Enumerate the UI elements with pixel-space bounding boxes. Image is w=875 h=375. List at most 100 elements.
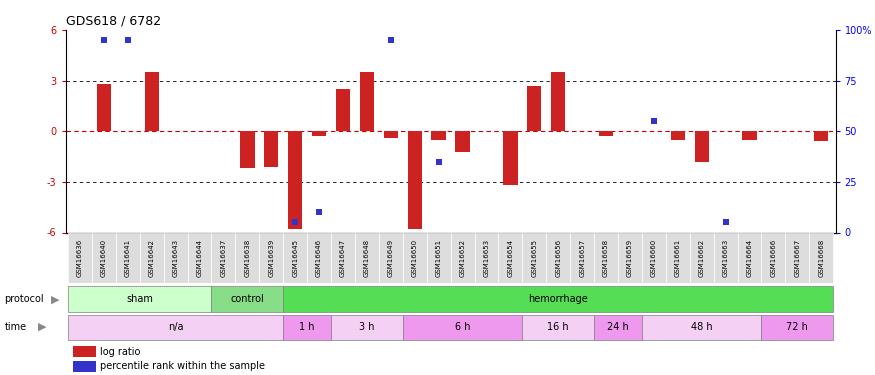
FancyBboxPatch shape (331, 315, 402, 340)
Text: GSM16639: GSM16639 (269, 239, 274, 277)
Bar (408, 131, 422, 229)
FancyBboxPatch shape (331, 232, 355, 283)
Text: GSM16638: GSM16638 (244, 239, 250, 277)
FancyBboxPatch shape (284, 286, 833, 312)
Text: GSM16646: GSM16646 (316, 239, 322, 277)
Bar (670, 131, 685, 140)
Bar (288, 131, 303, 229)
Bar (455, 131, 470, 152)
Text: GSM16662: GSM16662 (699, 239, 704, 277)
FancyBboxPatch shape (618, 232, 642, 283)
Bar (383, 131, 398, 138)
Text: percentile rank within the sample: percentile rank within the sample (101, 362, 265, 371)
FancyBboxPatch shape (666, 232, 690, 283)
Bar (74, 361, 96, 372)
Text: 72 h: 72 h (787, 322, 808, 332)
Text: protocol: protocol (4, 294, 44, 304)
FancyBboxPatch shape (594, 315, 642, 340)
Text: GSM16636: GSM16636 (77, 239, 83, 277)
Bar (598, 131, 613, 136)
Text: GSM16658: GSM16658 (603, 239, 609, 277)
Text: GSM16661: GSM16661 (675, 239, 681, 277)
Bar (97, 84, 111, 131)
FancyBboxPatch shape (642, 315, 761, 340)
FancyBboxPatch shape (761, 315, 833, 340)
Bar (74, 346, 96, 357)
Text: 16 h: 16 h (548, 322, 569, 332)
Text: GSM16637: GSM16637 (220, 239, 227, 277)
Text: 3 h: 3 h (359, 322, 374, 332)
FancyBboxPatch shape (284, 315, 331, 340)
FancyBboxPatch shape (427, 232, 451, 283)
FancyBboxPatch shape (402, 232, 427, 283)
FancyBboxPatch shape (259, 232, 284, 283)
FancyBboxPatch shape (284, 232, 307, 283)
FancyBboxPatch shape (522, 315, 594, 340)
FancyBboxPatch shape (786, 232, 809, 283)
Bar (264, 131, 278, 166)
Text: GSM16651: GSM16651 (436, 239, 442, 277)
Text: GSM16650: GSM16650 (412, 239, 417, 277)
FancyBboxPatch shape (68, 315, 284, 340)
Bar (695, 131, 709, 162)
FancyBboxPatch shape (212, 286, 284, 312)
Text: 48 h: 48 h (691, 322, 712, 332)
FancyBboxPatch shape (68, 232, 92, 283)
Text: GSM16660: GSM16660 (651, 239, 657, 277)
FancyBboxPatch shape (594, 232, 618, 283)
Text: GSM16657: GSM16657 (579, 239, 585, 277)
FancyBboxPatch shape (402, 315, 522, 340)
Text: GSM16641: GSM16641 (125, 239, 130, 277)
FancyBboxPatch shape (355, 232, 379, 283)
FancyBboxPatch shape (474, 232, 499, 283)
FancyBboxPatch shape (92, 232, 116, 283)
FancyBboxPatch shape (451, 232, 474, 283)
FancyBboxPatch shape (522, 232, 546, 283)
Text: GSM16664: GSM16664 (746, 239, 752, 277)
Text: 24 h: 24 h (607, 322, 629, 332)
Text: GSM16666: GSM16666 (771, 239, 776, 277)
FancyBboxPatch shape (187, 232, 212, 283)
Text: GSM16643: GSM16643 (172, 239, 178, 277)
Bar (431, 131, 446, 140)
Text: 6 h: 6 h (455, 322, 471, 332)
Text: time: time (4, 322, 26, 332)
Text: GSM16653: GSM16653 (484, 239, 489, 277)
FancyBboxPatch shape (570, 232, 594, 283)
Bar (241, 131, 255, 168)
FancyBboxPatch shape (499, 232, 522, 283)
Bar (312, 131, 326, 136)
FancyBboxPatch shape (809, 232, 833, 283)
FancyBboxPatch shape (546, 232, 570, 283)
Text: GSM16668: GSM16668 (818, 239, 824, 277)
Text: GSM16655: GSM16655 (531, 239, 537, 277)
Text: GSM16667: GSM16667 (794, 239, 801, 277)
Text: log ratio: log ratio (101, 347, 141, 357)
Bar (336, 89, 350, 131)
Text: hemorrhage: hemorrhage (528, 294, 588, 304)
Text: GSM16663: GSM16663 (723, 239, 729, 277)
FancyBboxPatch shape (379, 232, 402, 283)
Text: sham: sham (126, 294, 153, 304)
Text: ▶: ▶ (51, 294, 60, 304)
Bar (503, 131, 518, 185)
Text: n/a: n/a (168, 322, 184, 332)
FancyBboxPatch shape (212, 232, 235, 283)
FancyBboxPatch shape (235, 232, 259, 283)
Text: ▶: ▶ (38, 322, 46, 332)
FancyBboxPatch shape (116, 232, 140, 283)
Bar (551, 72, 565, 131)
Text: control: control (230, 294, 264, 304)
FancyBboxPatch shape (307, 232, 331, 283)
Text: GSM16656: GSM16656 (556, 239, 561, 277)
Bar (144, 72, 159, 131)
FancyBboxPatch shape (761, 232, 786, 283)
FancyBboxPatch shape (642, 232, 666, 283)
Bar (360, 72, 374, 131)
Text: GSM16642: GSM16642 (149, 239, 155, 277)
FancyBboxPatch shape (164, 232, 187, 283)
Text: GDS618 / 6782: GDS618 / 6782 (66, 15, 161, 27)
Bar (527, 86, 542, 131)
Text: GSM16645: GSM16645 (292, 239, 298, 277)
Text: GSM16659: GSM16659 (627, 239, 633, 277)
